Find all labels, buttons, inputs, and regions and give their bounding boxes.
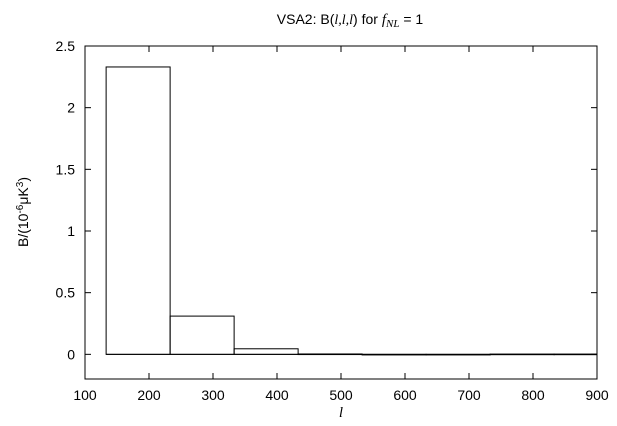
chart-title: VSA2: B(l,l,l) for fNL = 1 — [277, 11, 424, 30]
x-tick-label: 800 — [521, 387, 545, 403]
plot-frame — [84, 45, 598, 380]
y-tick-label: 0 — [67, 346, 75, 362]
plot-area: 100 200 300 400 500 600 700 800 900 0 0.5 1 1.5 2 2.5 — [56, 38, 609, 403]
x-tick-label: 900 — [585, 387, 609, 403]
histogram-bar-2 — [169, 315, 235, 355]
x-tick-label: 600 — [393, 387, 417, 403]
y-tick-label: 2 — [67, 100, 75, 116]
x-tick-label: 700 — [457, 387, 481, 403]
x-axis-label: l — [339, 405, 343, 421]
x-tick-label: 300 — [201, 387, 225, 403]
y-axis-label: B/(10-6μK3) — [15, 177, 31, 247]
y-axis-ticks: 0 0.5 1 1.5 2 2.5 — [56, 38, 597, 362]
y-tick-label: 0.5 — [56, 285, 76, 301]
y-tick-label: 1.5 — [56, 161, 76, 177]
x-tick-label: 500 — [329, 387, 353, 403]
x-tick-label: 400 — [265, 387, 289, 403]
x-tick-label: 200 — [137, 387, 161, 403]
histogram-bar-1 — [105, 66, 171, 355]
y-tick-label: 1 — [67, 223, 75, 239]
histogram-bars — [105, 66, 598, 356]
x-axis-ticks: 100 200 300 400 500 600 700 800 900 — [73, 46, 609, 403]
y-tick-label: 2.5 — [56, 38, 76, 54]
histogram-bar-3 — [233, 348, 299, 355]
x-tick-label: 100 — [73, 387, 97, 403]
